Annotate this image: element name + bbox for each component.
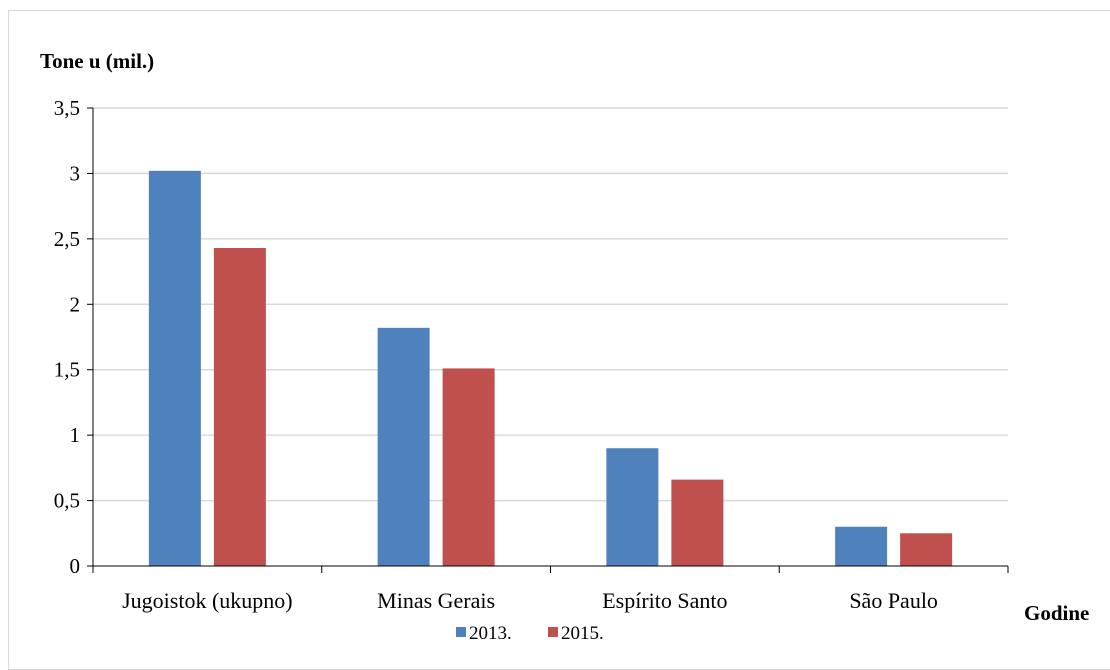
bar — [377, 327, 430, 566]
y-tick-label: 2,5 — [54, 227, 80, 251]
x-ticks: Jugoistok (ukupno) Minas Gerais Espírito S… — [92, 566, 1009, 613]
y-tick-label: 1 — [70, 423, 81, 447]
y-tick-label: 3,5 — [54, 96, 80, 120]
bar — [213, 248, 266, 566]
bar — [900, 533, 953, 566]
bar — [148, 170, 201, 566]
y-tick-label: 0 — [70, 554, 81, 578]
bar-chart: 0 0,5 1 1,5 2 2,5 3 3,5 Jugoistok (ukupno) Minas… — [40, 49, 1089, 644]
x-axis-title: Godine — [1024, 601, 1089, 625]
legend-label: 2013. — [469, 623, 512, 644]
legend-swatch — [456, 627, 466, 637]
bar — [606, 448, 659, 566]
legend-swatch — [548, 627, 558, 637]
bar — [442, 368, 495, 566]
y-tick-label: 2 — [70, 292, 81, 316]
x-tick-label: São Paulo — [849, 588, 938, 613]
y-tick-label: 1,5 — [54, 358, 80, 382]
bar — [671, 479, 724, 566]
bars — [148, 170, 953, 566]
legend: 2013. 2015. — [456, 623, 604, 644]
x-tick-label: Espírito Santo — [602, 588, 727, 613]
legend-label: 2015. — [561, 623, 604, 644]
y-tick-label: 0,5 — [54, 489, 80, 513]
x-tick-label: Minas Gerais — [377, 588, 495, 613]
bar — [835, 526, 888, 566]
y-tick-label: 3 — [70, 161, 81, 185]
y-axis-title: Tone u (mil.) — [40, 49, 154, 73]
x-tick-label: Jugoistok (ukupno) — [122, 588, 293, 613]
y-ticks: 0 0,5 1 1,5 2 2,5 3 3,5 — [54, 96, 93, 578]
